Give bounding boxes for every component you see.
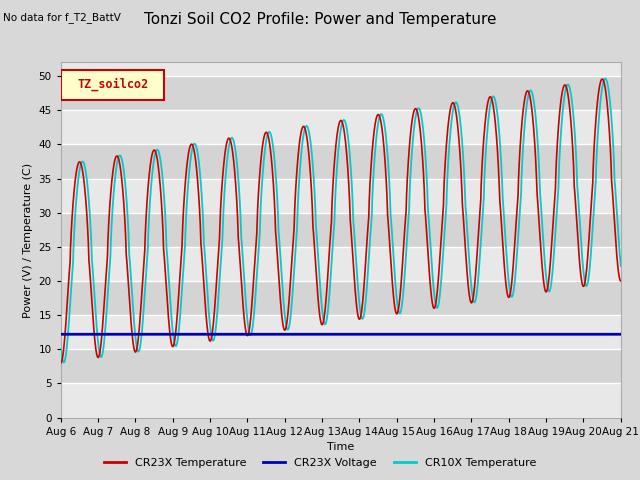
Bar: [61, 76, 621, 110]
Bar: [61, 144, 621, 179]
Text: Tonzi Soil CO2 Profile: Power and Temperature: Tonzi Soil CO2 Profile: Power and Temper…: [144, 12, 496, 27]
Bar: [61, 110, 621, 144]
Bar: [61, 281, 621, 315]
Text: No data for f_T2_BattV: No data for f_T2_BattV: [3, 12, 121, 23]
Bar: [61, 213, 621, 247]
Legend: CR23X Temperature, CR23X Voltage, CR10X Temperature: CR23X Temperature, CR23X Voltage, CR10X …: [99, 453, 541, 472]
Bar: [61, 384, 621, 418]
Bar: [61, 315, 621, 349]
Bar: [61, 349, 621, 384]
Bar: [61, 179, 621, 213]
X-axis label: Time: Time: [327, 442, 355, 452]
FancyBboxPatch shape: [61, 70, 164, 100]
Bar: [61, 247, 621, 281]
Y-axis label: Power (V) / Temperature (C): Power (V) / Temperature (C): [23, 162, 33, 318]
Text: TZ_soilco2: TZ_soilco2: [77, 78, 148, 91]
